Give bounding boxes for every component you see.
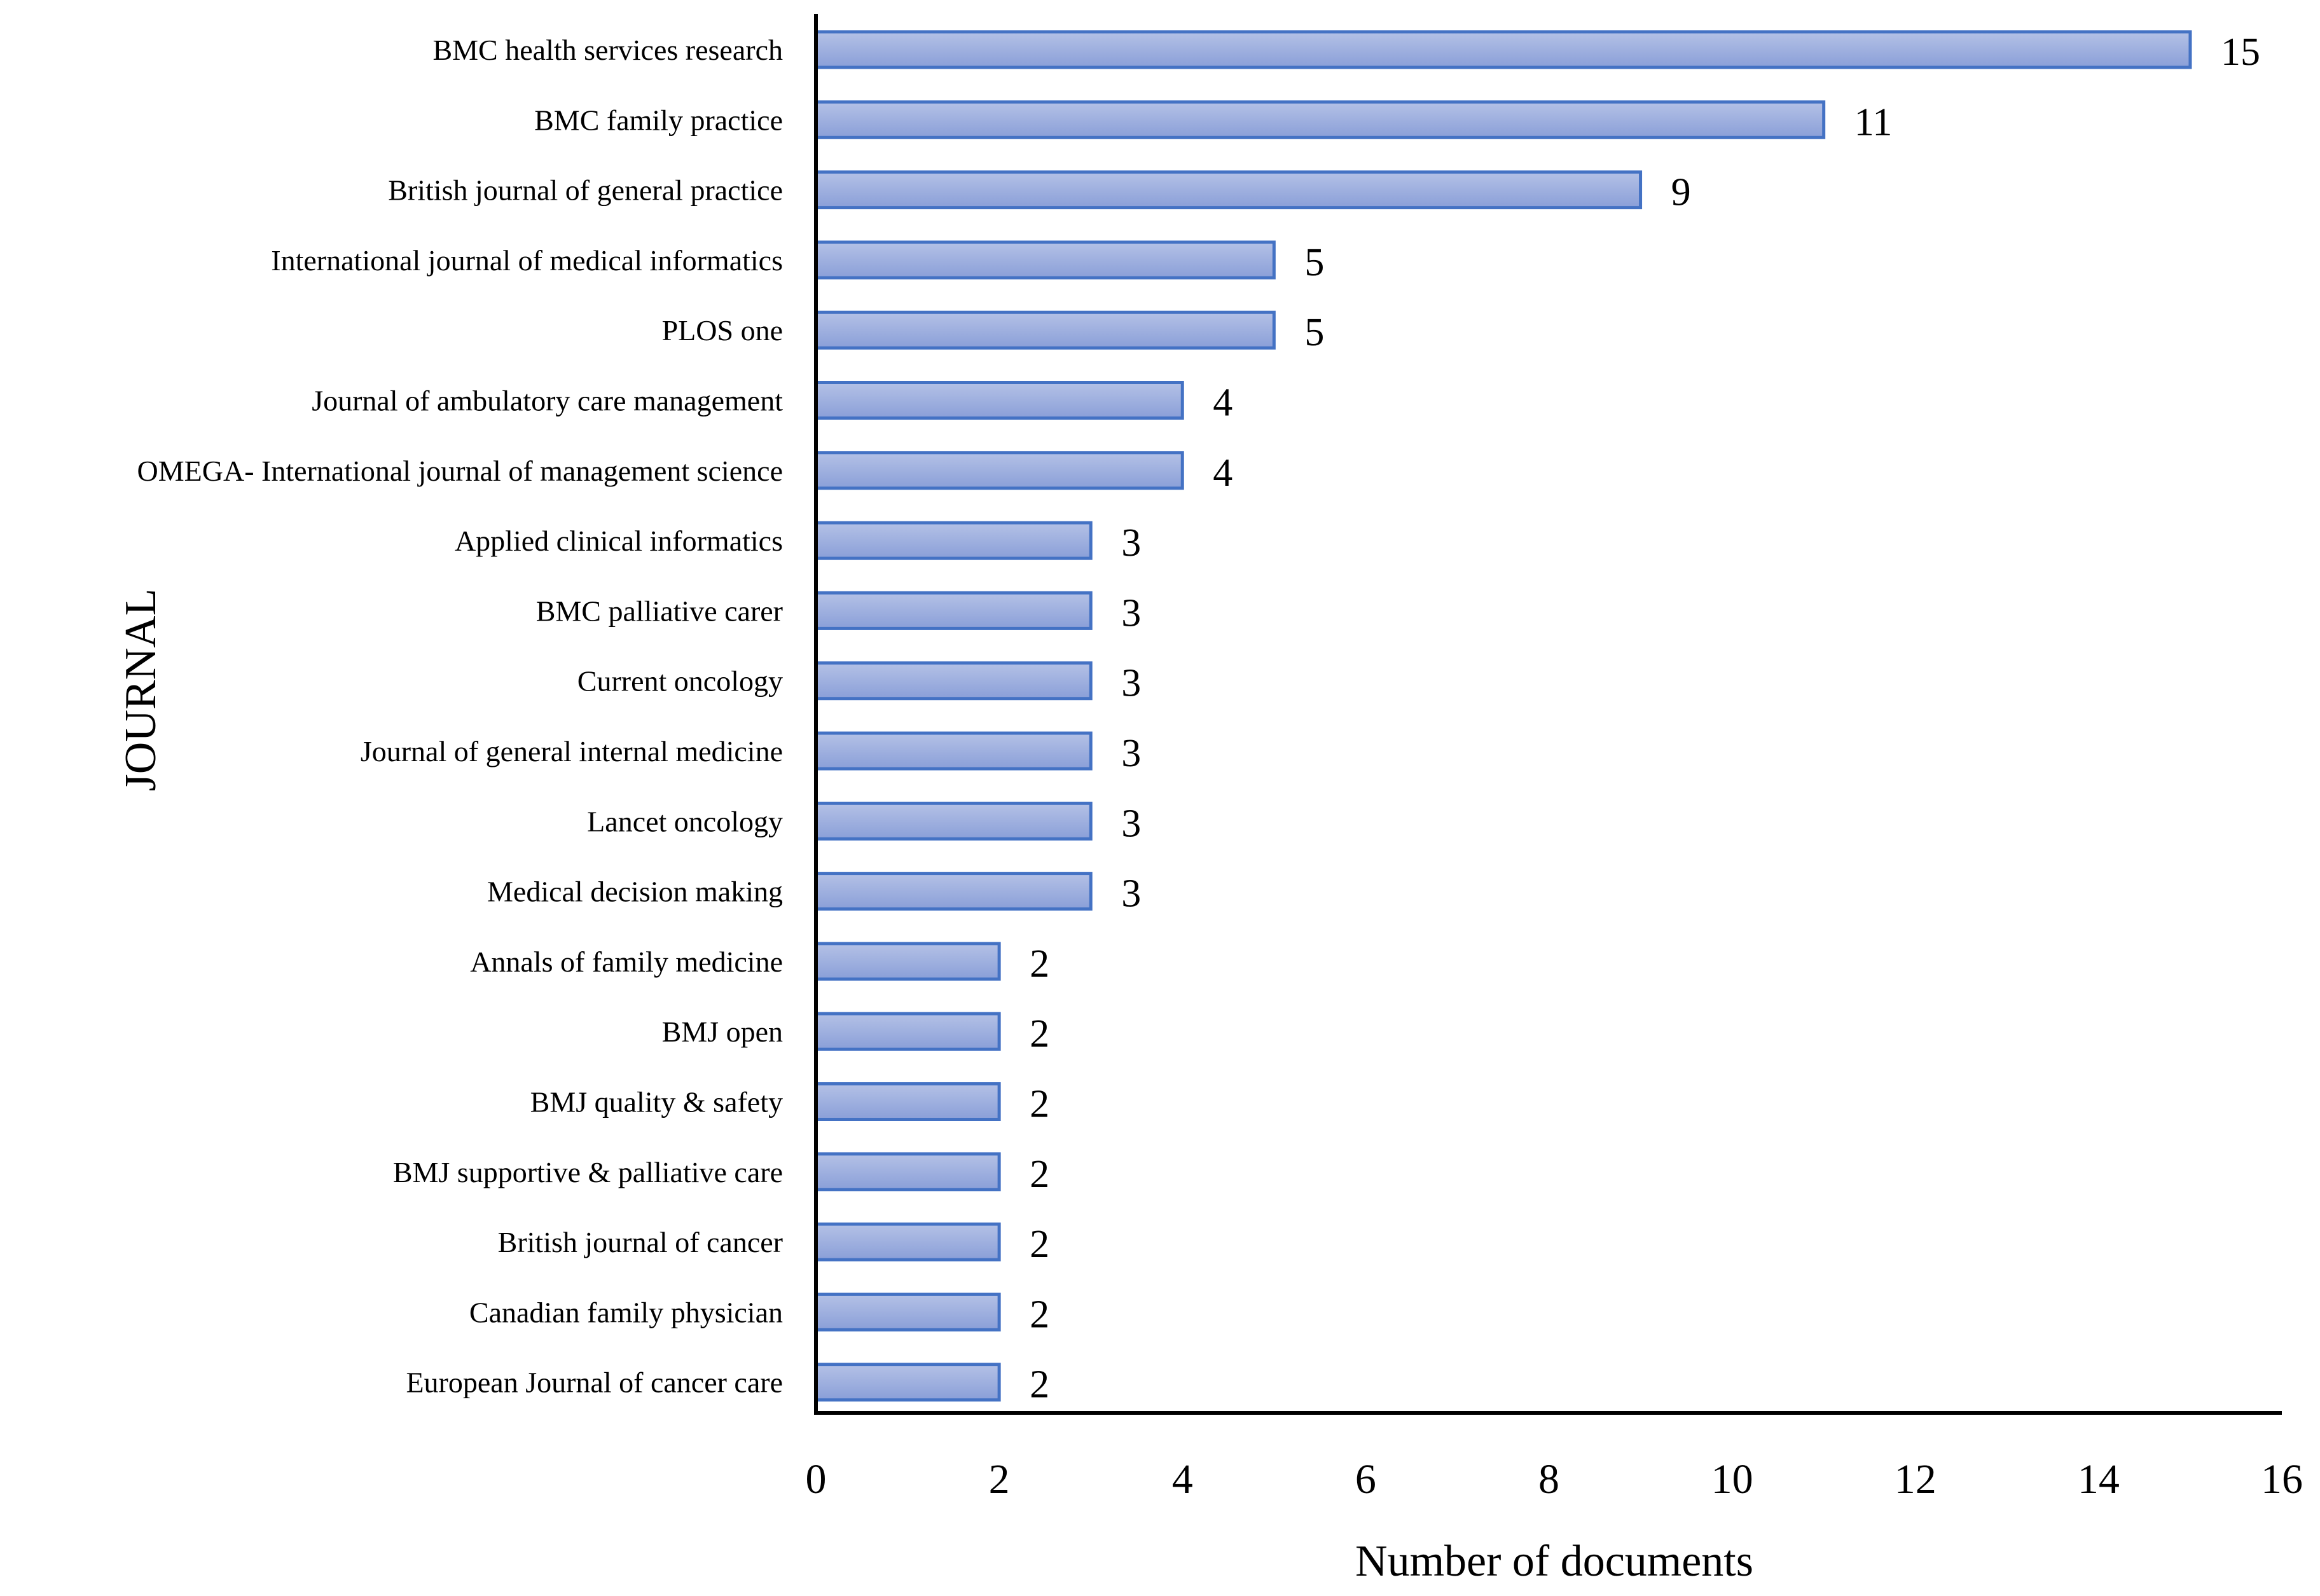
bars-layer [814, 30, 2192, 1402]
value-label: 2 [1030, 1223, 1049, 1266]
category-label: PLOS one [662, 314, 783, 347]
x-tick-label: 6 [1355, 1456, 1376, 1503]
value-label: 2 [1030, 942, 1049, 986]
category-label: Lancet oncology [587, 805, 783, 837]
bar-1 [814, 30, 2192, 69]
category-label: Journal of ambulatory care management [312, 385, 783, 417]
value-label: 3 [1121, 802, 1141, 845]
bar-11 [814, 731, 1093, 771]
category-label: Canadian family physician [469, 1296, 783, 1328]
bar-16 [814, 1082, 1001, 1121]
value-labels: 15 11 9 5 5 4 4 3 3 3 3 3 3 2 2 2 2 2 2 2 [1030, 31, 2260, 1407]
x-tick-labels: 0 2 4 6 8 10 12 14 16 [806, 1456, 2303, 1503]
bar-8 [814, 521, 1093, 560]
category-label: Annals of family medicine [470, 946, 783, 978]
value-label: 2 [1030, 1083, 1049, 1126]
value-label: 2 [1030, 1363, 1049, 1407]
category-label: International journal of medical informa… [271, 244, 783, 277]
x-tick-label: 10 [1711, 1456, 1753, 1503]
axes [814, 14, 2282, 1415]
bar-5 [814, 310, 1276, 350]
x-axis-title: Number of documents [1355, 1537, 1753, 1586]
bar-19 [814, 1292, 1001, 1331]
category-label: BMC health services research [432, 34, 783, 66]
bar-12 [814, 801, 1093, 841]
category-label: BMC family practice [534, 104, 783, 136]
category-label: British journal of cancer [498, 1226, 783, 1258]
value-label: 5 [1304, 311, 1324, 354]
category-label: Current oncology [577, 665, 783, 698]
category-label: OMEGA- International journal of manageme… [137, 455, 783, 487]
category-label: BMJ quality & safety [530, 1086, 783, 1118]
x-tick-label: 2 [989, 1456, 1010, 1503]
bar-7 [814, 451, 1184, 490]
bar-14 [814, 942, 1001, 981]
value-label: 11 [1854, 100, 1893, 144]
y-axis-title: JOURNAL [116, 589, 165, 792]
category-label: Journal of general internal medicine [361, 735, 783, 767]
x-tick-label: 16 [2261, 1456, 2303, 1503]
bar-17 [814, 1152, 1001, 1192]
category-label: BMJ supportive & palliative care [393, 1156, 783, 1188]
x-tick-label: 4 [1172, 1456, 1193, 1503]
value-label: 3 [1121, 872, 1141, 916]
category-label: European Journal of cancer care [406, 1366, 783, 1399]
bar-4 [814, 240, 1276, 280]
x-tick-label: 8 [1538, 1456, 1559, 1503]
bar-15 [814, 1012, 1001, 1051]
bar-10 [814, 661, 1093, 701]
bar-6 [814, 381, 1184, 420]
value-label: 2 [1030, 1153, 1049, 1196]
value-label: 15 [2221, 31, 2260, 74]
x-tick-label: 0 [806, 1456, 827, 1503]
category-labels: BMC health services research BMC family p… [137, 34, 784, 1399]
bar-2 [814, 100, 1826, 139]
x-tick-label: 14 [2078, 1456, 2120, 1503]
category-label: BMJ open [662, 1015, 783, 1048]
value-label: 3 [1121, 521, 1141, 565]
value-label: 9 [1671, 171, 1691, 214]
value-label: 5 [1304, 241, 1324, 284]
bar-18 [814, 1222, 1001, 1262]
bar-9 [814, 591, 1093, 630]
category-label: British journal of general practice [388, 174, 783, 207]
value-label: 4 [1213, 451, 1232, 495]
category-label: Medical decision making [487, 876, 783, 908]
value-label: 2 [1030, 1293, 1049, 1336]
category-label: BMC palliative carer [536, 595, 783, 627]
value-label: 3 [1121, 662, 1141, 705]
value-label: 4 [1213, 382, 1232, 425]
value-label: 3 [1121, 591, 1141, 635]
value-label: 2 [1030, 1012, 1049, 1056]
value-label: 3 [1121, 732, 1141, 775]
category-label: Applied clinical informatics [455, 525, 783, 557]
bar-13 [814, 872, 1093, 911]
bar-3 [814, 170, 1643, 210]
bar-20 [814, 1363, 1001, 1402]
x-tick-label: 12 [1895, 1456, 1937, 1503]
